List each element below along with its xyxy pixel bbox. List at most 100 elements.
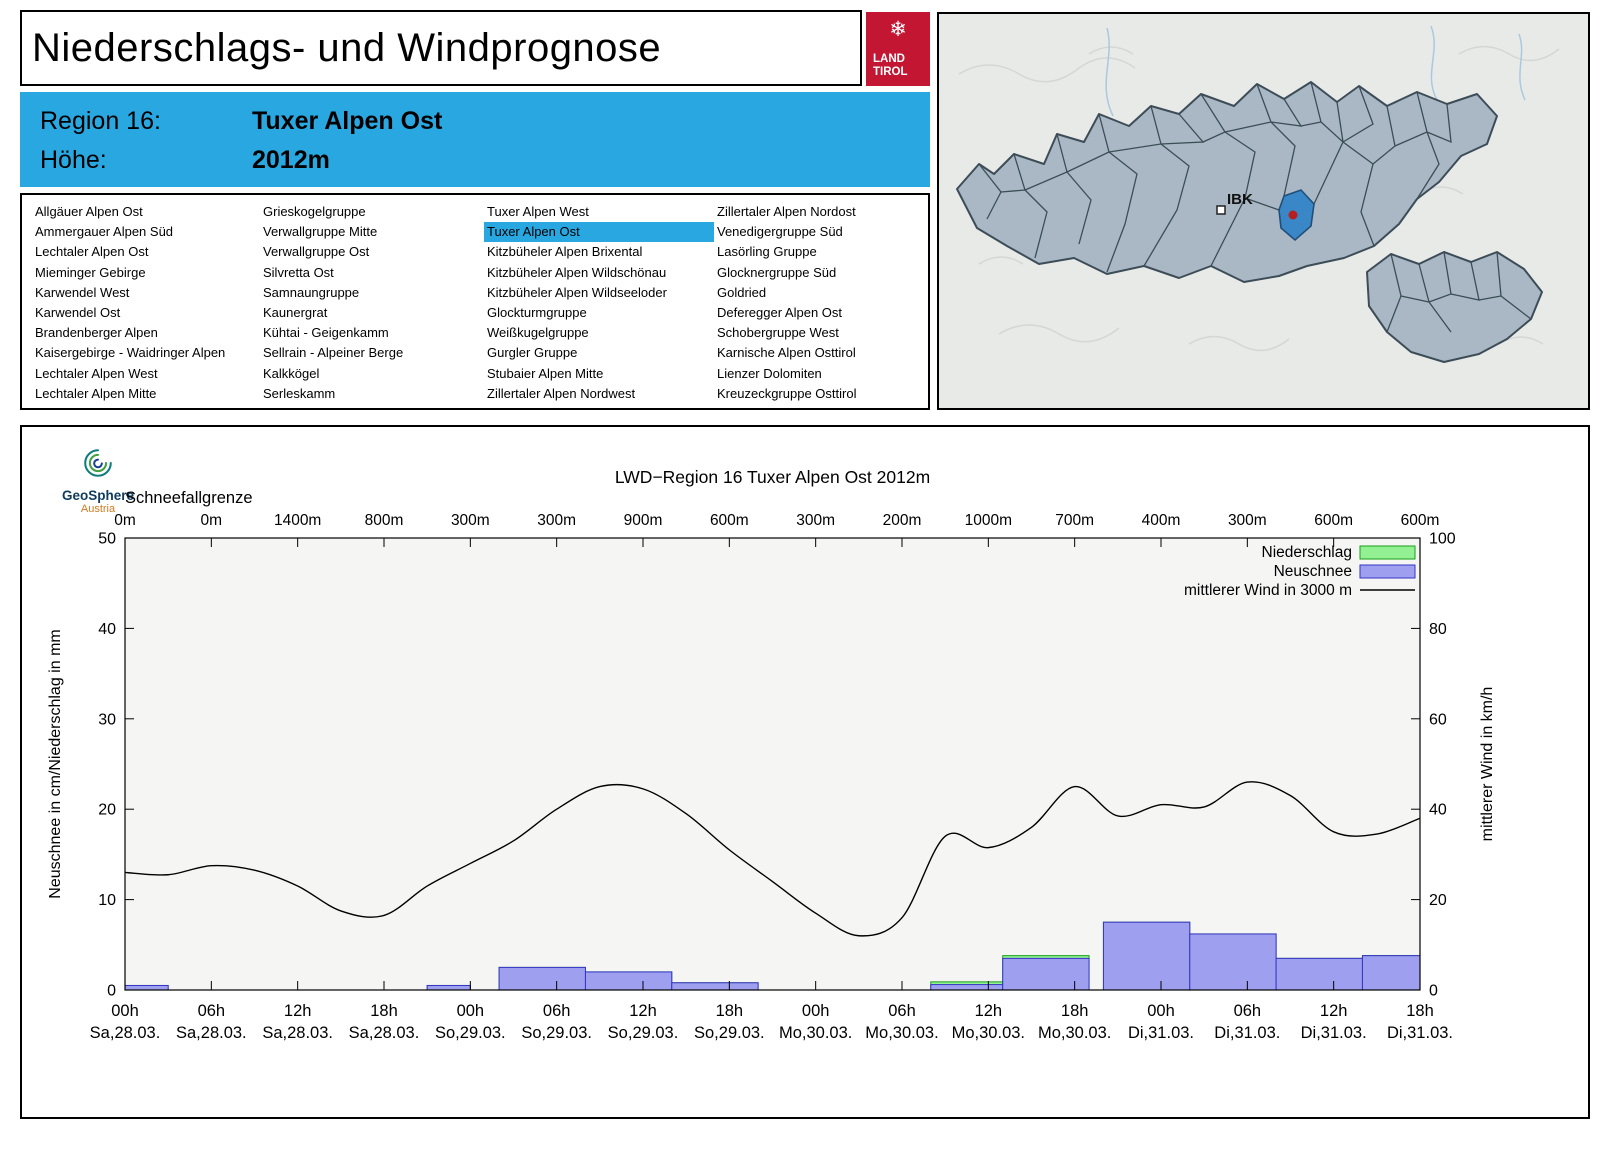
snowline-value: 0m: [201, 512, 223, 529]
svg-text:12h: 12h: [1320, 1002, 1348, 1020]
region-list-item[interactable]: Stubaier Alpen Mitte: [487, 365, 604, 381]
axis-ticks-and-labels: 0 10 20 30 40 50 0 20 40 60 80 100 00h Sa,28.03. 0m 06h…: [90, 512, 1456, 1042]
svg-text:So,29.03.: So,29.03.: [521, 1024, 592, 1042]
land-tirol-logo-text: LAND TIROL: [873, 53, 908, 80]
east-tirol-shape[interactable]: [1366, 251, 1543, 363]
snowline-value: 0m: [114, 512, 136, 529]
plot-border: [124, 537, 1421, 991]
region-list-item[interactable]: Kreuzeckgruppe Osttirol: [717, 385, 857, 401]
page-title-box: Niederschlags- und Windprognose: [20, 10, 862, 86]
snowline-value: 600m: [1314, 512, 1353, 529]
region-list-item[interactable]: Kaunergrat: [263, 304, 328, 320]
svg-text:Di,31.03.: Di,31.03.: [1387, 1024, 1453, 1042]
north-tirol-shape[interactable]: [956, 81, 1498, 283]
svg-text:18h: 18h: [1406, 1002, 1434, 1020]
svg-text:40: 40: [1429, 802, 1447, 819]
svg-text:Sa,28.03.: Sa,28.03.: [262, 1024, 333, 1042]
snowflake-icon: ❄: [889, 18, 907, 41]
svg-text:Mo,30.03.: Mo,30.03.: [1038, 1024, 1111, 1042]
region-list-item[interactable]: Kitzbüheler Alpen Brixental: [487, 244, 643, 260]
left-axis-label: Neuschnee in cm/Niederschlag in mm: [47, 629, 64, 898]
svg-text:Niederschlag: Niederschlag: [1262, 544, 1352, 561]
region-list-column: Grieskogelgruppe Verwallgruppe Mitte Verwa…: [260, 202, 484, 408]
region-list-item[interactable]: Gurgler Gruppe: [487, 345, 578, 361]
svg-text:00h: 00h: [457, 1002, 485, 1020]
right-axis-label: mittlerer Wind in km/h: [1479, 687, 1496, 842]
svg-text:00h: 00h: [111, 1002, 139, 1020]
svg-text:So,29.03.: So,29.03.: [435, 1024, 506, 1042]
region-list-item[interactable]: Grieskogelgruppe: [263, 204, 366, 219]
region-list-item[interactable]: Karwendel Ost: [35, 304, 121, 320]
region-list-item[interactable]: Weißkugelgruppe: [487, 325, 589, 341]
svg-text:So,29.03.: So,29.03.: [608, 1024, 679, 1042]
region-list-item[interactable]: Venedigergruppe Süd: [717, 224, 843, 240]
snowline-value: 900m: [624, 512, 663, 529]
ibk-marker: [1216, 205, 1226, 215]
page-title: Niederschlags- und Windprognose: [32, 25, 662, 70]
region-list-item[interactable]: Lechtaler Alpen Ost: [35, 244, 149, 260]
region-list-item[interactable]: Zillertaler Alpen Nordost: [717, 204, 856, 219]
region-list-item[interactable]: Lechtaler Alpen Mitte: [35, 385, 157, 401]
region-list-item[interactable]: Sellrain - Alpeiner Berge: [263, 345, 404, 361]
svg-text:10: 10: [98, 892, 116, 909]
region-list-item[interactable]: Allgäuer Alpen Ost: [35, 204, 143, 219]
region-list-item[interactable]: Mieminger Gebirge: [35, 264, 146, 280]
region-list-item[interactable]: Brandenberger Alpen: [35, 325, 158, 341]
svg-text:Sa,28.03.: Sa,28.03.: [349, 1024, 420, 1042]
district-borders: [978, 81, 1532, 333]
region-list-item[interactable]: Lasörling Gruppe: [717, 244, 817, 260]
svg-text:Di,31.03.: Di,31.03.: [1214, 1024, 1280, 1042]
plot-area: [125, 538, 1420, 990]
region-list-item[interactable]: Kitzbüheler Alpen Wildschönau: [487, 264, 667, 280]
svg-text:12h: 12h: [975, 1002, 1003, 1020]
geosphere-swirl-icon: [84, 449, 112, 477]
region-list-item[interactable]: Lechtaler Alpen West: [35, 365, 158, 381]
region-list-item[interactable]: Schobergruppe West: [717, 325, 839, 341]
region-list-item[interactable]: Deferegger Alpen Ost: [717, 304, 843, 320]
region-list-item[interactable]: Goldried: [717, 284, 767, 300]
snowline-value: 800m: [365, 512, 404, 529]
svg-text:Di,31.03.: Di,31.03.: [1128, 1024, 1194, 1042]
snowline-value: 300m: [537, 512, 576, 529]
region-list-item[interactable]: Verwallgruppe Mitte: [263, 224, 378, 240]
region-list-item[interactable]: Kaisergebirge - Waidringer Alpen: [35, 345, 226, 361]
region-list-item[interactable]: Karwendel West: [35, 284, 130, 300]
region-list: Allgäuer Alpen Ost Ammergauer Alpen Süd Le…: [20, 193, 930, 410]
region-list-item[interactable]: Kalkkögel: [263, 365, 320, 381]
svg-text:100: 100: [1429, 531, 1456, 548]
region-list-item-selected[interactable]: Tuxer Alpen Ost: [484, 222, 714, 243]
region-list-item[interactable]: Zillertaler Alpen Nordwest: [487, 385, 636, 401]
svg-text:60: 60: [1429, 711, 1447, 728]
region-list-item[interactable]: Silvretta Ost: [263, 264, 334, 280]
region-list-item[interactable]: Lienzer Dolomiten: [717, 365, 822, 381]
svg-text:So,29.03.: So,29.03.: [694, 1024, 765, 1042]
snowline-value: 600m: [1401, 512, 1440, 529]
region-list-item[interactable]: Glockturmgruppe: [487, 304, 587, 320]
svg-text:00h: 00h: [802, 1002, 830, 1020]
region-list-item[interactable]: Verwallgruppe Ost: [263, 244, 370, 260]
region-list-item[interactable]: Kitzbüheler Alpen Wildseeloder: [487, 284, 667, 300]
snowline-heading: Schneefallgrenze: [125, 489, 253, 507]
region-list-column: Zillertaler Alpen Nordost Venedigergruppe…: [714, 202, 924, 408]
region-list-item[interactable]: Kühtai - Geigenkamm: [263, 325, 389, 341]
rivers: [1105, 25, 1526, 117]
svg-text:18h: 18h: [716, 1002, 744, 1020]
region-label: Region 16:: [40, 107, 161, 135]
selected-point-marker: [1288, 210, 1298, 220]
svg-text:20: 20: [98, 802, 116, 819]
wind-line: [124, 781, 1421, 937]
region-list-item[interactable]: Samnaungruppe: [263, 284, 360, 300]
snowline-value: 700m: [1055, 512, 1094, 529]
map-regions[interactable]: [956, 81, 1543, 363]
region-header: Region 16: Tuxer Alpen Ost Höhe: 2012m: [20, 92, 930, 187]
svg-text:30: 30: [98, 711, 116, 728]
region-list-item[interactable]: Karnische Alpen Osttirol: [717, 345, 856, 361]
region-list-item[interactable]: Tuxer Alpen West: [487, 204, 589, 219]
svg-text:06h: 06h: [543, 1002, 571, 1020]
region-list-item[interactable]: Serleskamm: [263, 385, 336, 401]
region-list-item[interactable]: Glocknergruppe Süd: [717, 264, 837, 280]
region-list-item[interactable]: Ammergauer Alpen Süd: [35, 224, 174, 240]
land-tirol-logo: ❄ LAND TIROL: [866, 12, 930, 86]
snowline-value: 200m: [883, 512, 922, 529]
